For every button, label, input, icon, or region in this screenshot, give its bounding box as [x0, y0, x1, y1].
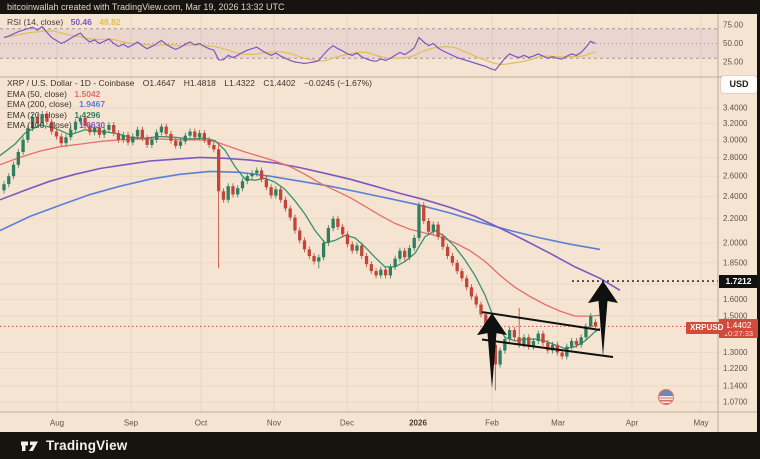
- price-axis-label[interactable]: 1.5000: [723, 312, 748, 321]
- indicator-label: EMA (50, close): [7, 88, 67, 99]
- time-axis-label[interactable]: Apr: [626, 419, 639, 428]
- symbol-price-tag: XRPUSD: [686, 322, 728, 334]
- symbol-row[interactable]: XRP / U.S. Dollar - 1D - Coinbase O1.464…: [7, 78, 372, 89]
- indicator-label: EMA (20, close): [7, 109, 67, 120]
- price-axis-label[interactable]: 2.6000: [723, 172, 748, 181]
- rsi-value: 50.46: [70, 17, 92, 27]
- price-axis-label[interactable]: 3.0000: [723, 135, 748, 144]
- price-axis-label[interactable]: 1.6000: [723, 295, 748, 304]
- right-edge: [757, 14, 760, 432]
- ohlc-open: O1.4647: [142, 78, 176, 88]
- price-axis-label[interactable]: 2.0000: [723, 238, 748, 247]
- indicator-value: 1.5042: [74, 88, 101, 99]
- symbol-legend: XRP / U.S. Dollar - 1D - Coinbase O1.464…: [7, 78, 372, 131]
- ohlc-close: C1.4402: [263, 78, 296, 88]
- credit-text: bitcoinwallah created with TradingView.c…: [7, 2, 285, 12]
- last-price-label: 1.4402 10:27:33: [719, 319, 758, 338]
- ema100-line[interactable]: [0, 156, 621, 291]
- time-axis-label[interactable]: Aug: [50, 419, 64, 428]
- rsi-axis-label[interactable]: 25.00: [723, 58, 744, 67]
- indicator-row-ema100[interactable]: EMA (100, close) 1.6630: [7, 120, 372, 131]
- indicator-value: 1.6630: [79, 120, 106, 130]
- rsi-label: RSI (14, close): [7, 17, 64, 27]
- up-arrow-left[interactable]: [477, 313, 507, 389]
- symbol-title: XRP / U.S. Dollar - 1D - Coinbase: [7, 78, 135, 88]
- target-level-price-label: 1.7212: [719, 275, 758, 288]
- candles: [2, 111, 598, 391]
- ohlc-low: L1.4322: [224, 78, 256, 88]
- indicator-label: EMA (100, close): [7, 120, 72, 130]
- rsi-line: [3, 25, 596, 71]
- ohlc-change: −0.0245 (−1.67%): [303, 78, 372, 88]
- rsi-ma-line: [3, 30, 596, 66]
- price-axis-label[interactable]: 3.4000: [723, 103, 748, 112]
- chart-stage: 75.00 50.00 25.00 3.4000 3.2000 3.0000 2.8000 2…: [0, 14, 760, 432]
- time-axis-label[interactable]: Oct: [195, 419, 208, 428]
- indicator-value: 1.9467: [79, 99, 106, 109]
- channel-lower-trendline[interactable]: [481, 338, 614, 359]
- currency-usd-button[interactable]: USD: [721, 76, 757, 93]
- ohlc-high: H1.4818: [183, 78, 216, 88]
- price-axis-label[interactable]: 1.2200: [723, 364, 748, 373]
- price-axis-label[interactable]: 1.1400: [723, 381, 748, 390]
- channel-upper-trendline[interactable]: [481, 311, 601, 332]
- time-axis-label[interactable]: Sep: [124, 419, 139, 428]
- rsi-band: [0, 28, 718, 59]
- time-axis-label[interactable]: 2026: [409, 419, 427, 428]
- top-credit-bar: bitcoinwallah created with TradingView.c…: [0, 0, 760, 14]
- bar-countdown: 10:27:33: [723, 329, 754, 338]
- up-arrow-right[interactable]: [588, 281, 618, 356]
- last-price-value: 1.4402: [725, 320, 752, 330]
- price-axis-label[interactable]: 1.3000: [723, 348, 748, 357]
- price-axis-label[interactable]: 2.4000: [723, 192, 748, 201]
- price-axis-label[interactable]: 2.8000: [723, 153, 748, 162]
- brand-text[interactable]: TradingView: [46, 438, 128, 453]
- price-axis-label[interactable]: 2.2000: [723, 214, 748, 223]
- indicator-row-ema50[interactable]: EMA (50, close) 1.5042: [7, 89, 372, 100]
- rsi-axis-label[interactable]: 50.00: [723, 39, 744, 48]
- indicator-label: EMA (200, close): [7, 99, 72, 109]
- chart-canvas[interactable]: 75.00 50.00 25.00 3.4000 3.2000 3.0000 2.8000 2…: [0, 14, 760, 432]
- time-axis-label[interactable]: Feb: [485, 419, 499, 428]
- rsi-axis-label[interactable]: 75.00: [723, 21, 744, 30]
- indicator-row-ema200[interactable]: EMA (200, close) 1.9467: [7, 99, 372, 110]
- time-axis-label[interactable]: Nov: [267, 419, 281, 428]
- pane-background: [0, 14, 760, 432]
- indicator-row-ema20[interactable]: EMA (20, close) 1.4296: [7, 110, 372, 121]
- price-axis-label[interactable]: 1.0700: [723, 397, 748, 406]
- tradingview-logo-icon[interactable]: [20, 438, 39, 454]
- price-axis-label[interactable]: 1.8500: [723, 258, 748, 267]
- price-axis-label[interactable]: 3.2000: [723, 119, 748, 128]
- time-axis-label[interactable]: Mar: [551, 419, 565, 428]
- flag-icon: [658, 389, 674, 405]
- ema20-line[interactable]: [0, 124, 601, 350]
- indicator-value: 1.4296: [74, 109, 101, 120]
- footer-bar: TradingView: [0, 432, 760, 459]
- rsi-legend[interactable]: RSI (14, close) 50.46 48.82: [7, 17, 121, 27]
- time-axis-label[interactable]: May: [693, 419, 708, 428]
- rsi-ma-value: 48.82: [99, 17, 121, 27]
- time-axis-label[interactable]: Dec: [340, 419, 354, 428]
